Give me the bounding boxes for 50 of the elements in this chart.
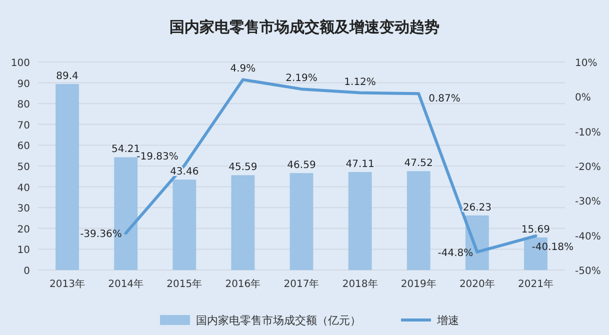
bar: [290, 173, 314, 270]
y-tick-label: 90: [17, 78, 30, 90]
y-tick-label: 40: [17, 182, 30, 194]
legend-label: 增速: [436, 314, 459, 327]
data-label: -40.18%: [532, 242, 574, 253]
data-label: 15.69: [521, 224, 550, 236]
x-tick-label: 2015年: [166, 278, 202, 290]
y-tick-label: 0: [24, 266, 30, 277]
x-tick-label: 2014年: [108, 278, 144, 290]
y2-tick-label: -10%: [575, 127, 601, 138]
y2-tick-label: -50%: [575, 266, 601, 277]
data-label: 2.19%: [286, 73, 318, 84]
data-label: 47.52: [404, 158, 433, 170]
y2-tick-label: -30%: [575, 196, 601, 208]
y2-tick-label: 0%: [575, 92, 591, 104]
y-tick-label: 50: [17, 162, 30, 173]
x-tick-label: 2018年: [342, 278, 378, 290]
y2-tick-label: 10%: [575, 58, 598, 69]
bar: [56, 84, 79, 270]
bar: [231, 175, 255, 270]
data-label: 26.23: [462, 202, 492, 214]
data-label: -44.8%: [438, 248, 474, 259]
bar: [348, 172, 372, 270]
data-label: -39.36%: [80, 229, 122, 240]
y-tick-label: 10: [17, 245, 30, 256]
data-label: 46.59: [287, 160, 316, 172]
x-tick-label: 2013年: [50, 278, 86, 290]
y2-tick-label: -40%: [575, 231, 601, 242]
data-label: 47.11: [346, 159, 374, 170]
data-label: 1.12%: [344, 76, 376, 88]
y2-tick-label: -20%: [575, 162, 601, 173]
y-tick-label: 80: [17, 100, 30, 111]
y-tick-label: 70: [17, 120, 30, 132]
data-label: 0.87%: [428, 94, 460, 105]
x-tick-label: 2017年: [284, 278, 320, 290]
bar: [172, 180, 196, 270]
x-tick-label: 2019年: [400, 278, 436, 290]
y-tick-label: 100: [10, 58, 30, 69]
bar: [406, 171, 430, 270]
y-tick-label: 20: [17, 224, 30, 236]
x-tick-label: 2021年: [518, 278, 554, 290]
data-label: 89.4: [56, 71, 78, 82]
data-label: 45.59: [228, 162, 258, 174]
y-tick-label: 60: [17, 141, 30, 152]
chart-title: 国内家电零售市场成交额及增速变动趋势: [170, 18, 440, 36]
legend-label: 国内家电零售市场成交额（亿元）: [196, 314, 361, 327]
y-tick-label: 30: [17, 204, 30, 215]
data-label: 4.9%: [230, 64, 256, 75]
x-tick-label: 2020年: [459, 278, 495, 290]
x-tick-label: 2016年: [225, 278, 261, 290]
